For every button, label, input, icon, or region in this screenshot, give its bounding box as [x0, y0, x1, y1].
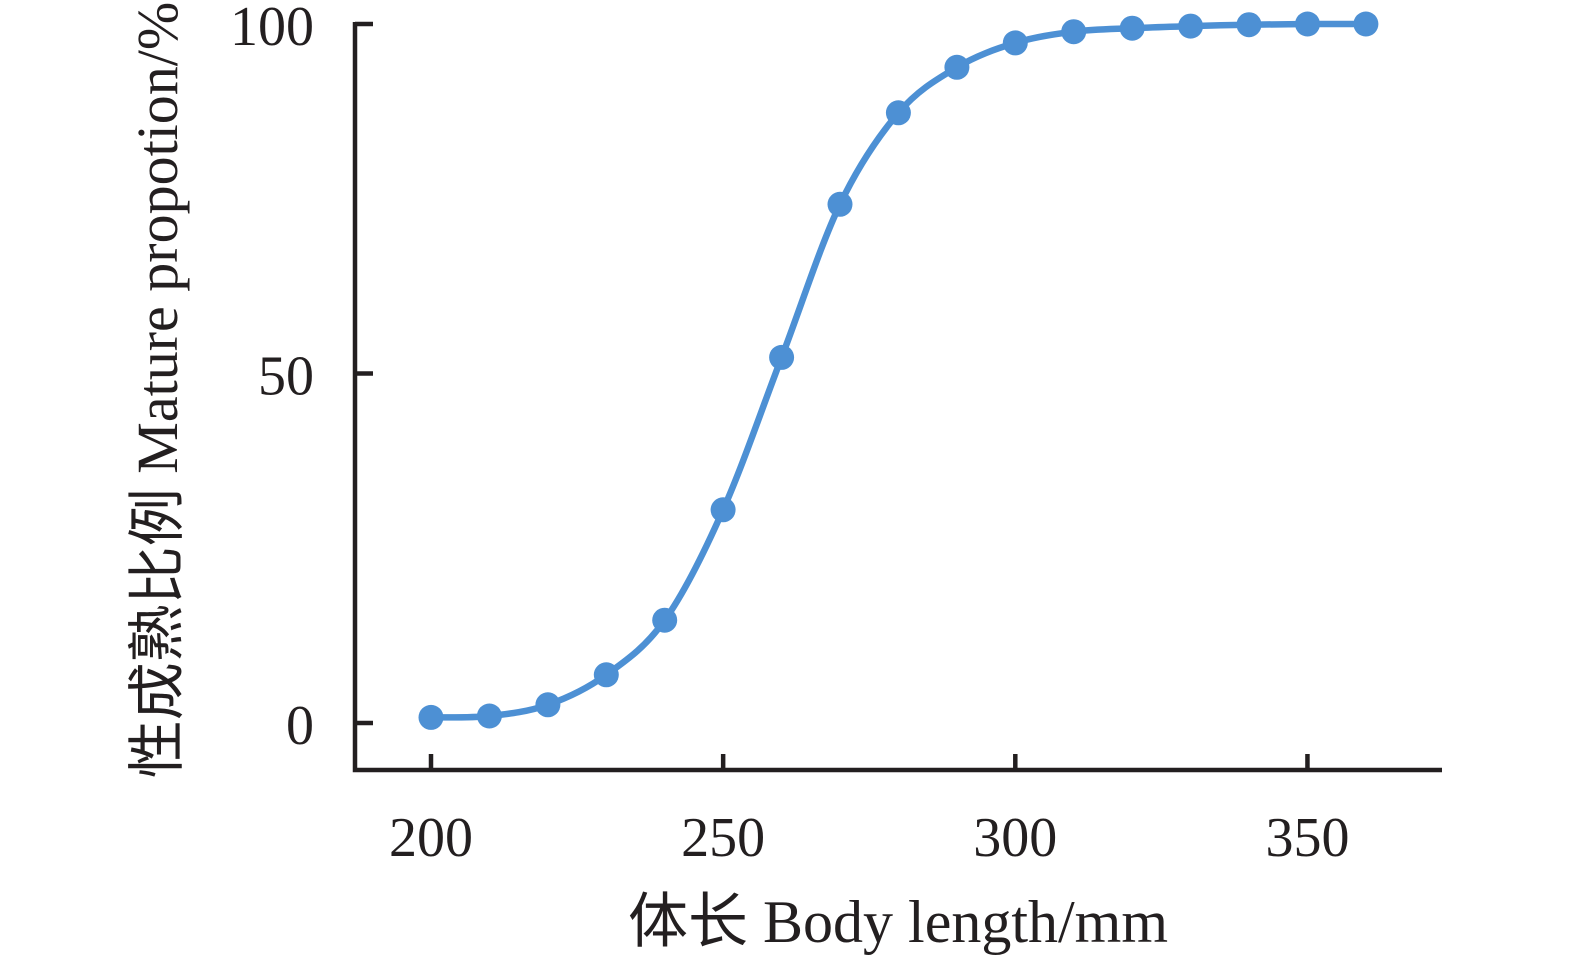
data-point-marker	[1353, 11, 1379, 37]
data-point-marker	[1119, 15, 1145, 41]
data-point-marker	[1236, 12, 1262, 38]
data-point-marker	[769, 344, 795, 370]
x-tick-label: 300	[973, 807, 1057, 869]
y-tick-label: 100	[230, 0, 314, 58]
y-axis-title: 性成熟比例 Mature propotion/%	[125, 1, 190, 779]
data-point-marker	[1002, 30, 1028, 56]
data-point-marker	[944, 54, 970, 80]
data-point-marker	[1061, 19, 1087, 45]
x-tick-label: 200	[389, 807, 473, 869]
data-point-marker	[710, 497, 736, 523]
maturity-curve-line	[427, 20, 1370, 721]
data-point-marker	[593, 662, 619, 688]
data-point-marker	[1178, 13, 1204, 39]
data-point-marker	[535, 692, 561, 718]
x-axis-title: 体长 Body length/mm	[628, 889, 1168, 955]
data-point-marker	[1295, 11, 1320, 37]
data-point-marker	[476, 703, 502, 729]
x-tick-label: 350	[1265, 807, 1349, 869]
axis-frame	[352, 22, 1442, 773]
data-point-marker	[885, 100, 911, 126]
y-tick-label: 0	[286, 695, 314, 757]
data-point-marker	[418, 704, 444, 730]
x-tick-label: 250	[681, 807, 765, 869]
data-point-marker	[652, 607, 678, 633]
y-tick-label: 50	[258, 346, 314, 408]
data-point-marker	[827, 191, 853, 217]
